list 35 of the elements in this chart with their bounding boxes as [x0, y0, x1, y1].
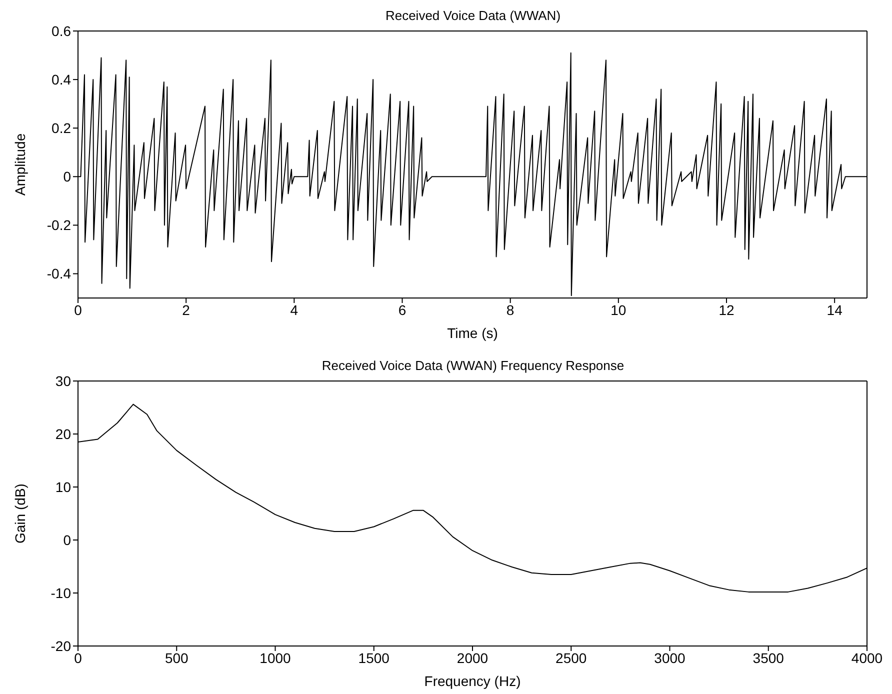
y-tick-label: 0	[63, 168, 72, 185]
y-tick-label: 0	[63, 532, 72, 548]
y-tick-label: 20	[55, 426, 72, 442]
x-tick-label: 4000	[851, 650, 883, 666]
x-tick-label: 2000	[456, 650, 488, 666]
y-tick-label: -10	[50, 584, 72, 601]
x-tick-label: 1500	[358, 650, 390, 666]
x-tick-label: 0	[74, 650, 82, 666]
x-tick-label: 2500	[556, 650, 587, 666]
y-axis-title: Gain (dB)	[12, 484, 28, 544]
x-axis-title: Time (s)	[447, 325, 498, 341]
chart-title: Received Voice Data (WWAN) Frequency Response	[320, 358, 626, 375]
y-axis-title: Amplitude	[12, 133, 28, 196]
x-tick-label: 2	[182, 302, 190, 318]
x-tick-label: 4	[290, 302, 298, 318]
x-tick-label: 14	[826, 302, 843, 318]
x-tick-label: 8	[506, 302, 514, 318]
y-tick-label: 10	[55, 478, 72, 495]
x-axis-title: Frequency (Hz)	[424, 673, 521, 689]
x-tick-label: 10	[610, 302, 626, 318]
chart-title: Received Voice Data (WWAN)	[384, 8, 562, 25]
x-tick-label: 500	[164, 650, 189, 666]
y-tick-label: 0.6	[52, 22, 72, 39]
x-tick-label: 6	[398, 302, 406, 318]
y-tick-label: -20	[50, 638, 72, 654]
y-tick-label: -0.2	[46, 217, 72, 234]
x-tick-label: 3000	[654, 650, 686, 666]
y-tick-label: -0.4	[46, 266, 72, 282]
x-tick-label: 1000	[260, 650, 292, 666]
y-tick-label: 0.2	[52, 120, 72, 136]
x-tick-label: 0	[74, 302, 82, 318]
y-tick-label: 30	[55, 372, 72, 389]
x-tick-label: 12	[718, 302, 734, 318]
x-tick-label: 3500	[752, 650, 784, 666]
y-tick-label: 0.4	[52, 72, 72, 88]
